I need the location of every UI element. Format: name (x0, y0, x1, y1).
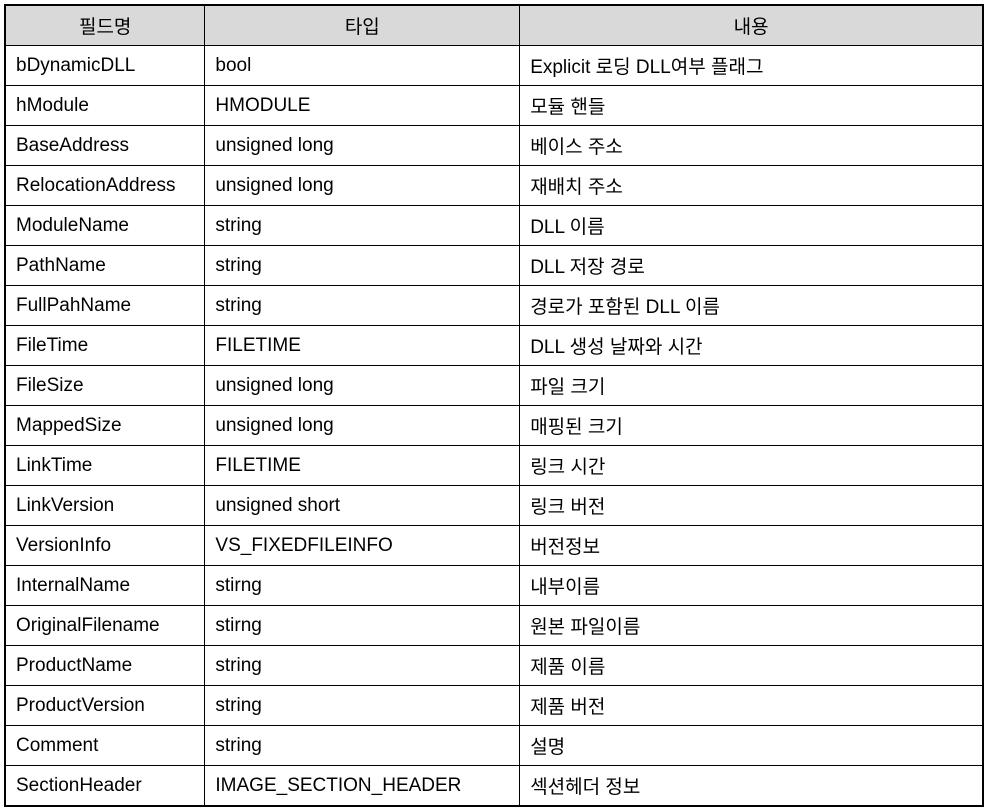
cell-field: FileSize (5, 366, 205, 406)
cell-field: FileTime (5, 326, 205, 366)
cell-field: VersionInfo (5, 526, 205, 566)
cell-desc: DLL 생성 날짜와 시간 (520, 326, 983, 366)
cell-field: InternalName (5, 566, 205, 606)
table-row: LinkTime FILETIME 링크 시간 (5, 446, 983, 486)
cell-desc: 제품 이름 (520, 646, 983, 686)
cell-type: IMAGE_SECTION_HEADER (205, 766, 520, 807)
cell-type: string (205, 726, 520, 766)
cell-desc: 매핑된 크기 (520, 406, 983, 446)
table-row: BaseAddress unsigned long 베이스 주소 (5, 126, 983, 166)
cell-desc: 파일 크기 (520, 366, 983, 406)
field-spec-table: 필드명 타입 내용 bDynamicDLL bool Explicit 로딩 D… (4, 4, 984, 807)
table-row: OriginalFilename stirng 원본 파일이름 (5, 606, 983, 646)
cell-desc: 모듈 핸들 (520, 86, 983, 126)
table-row: ProductVersion string 제품 버전 (5, 686, 983, 726)
cell-desc: Explicit 로딩 DLL여부 플래그 (520, 46, 983, 86)
table-row: FileTime FILETIME DLL 생성 날짜와 시간 (5, 326, 983, 366)
table-row: VersionInfo VS_FIXEDFILEINFO 버전정보 (5, 526, 983, 566)
table-row: bDynamicDLL bool Explicit 로딩 DLL여부 플래그 (5, 46, 983, 86)
table-row: ProductName string 제품 이름 (5, 646, 983, 686)
cell-desc: 베이스 주소 (520, 126, 983, 166)
cell-field: PathName (5, 246, 205, 286)
cell-type: string (205, 686, 520, 726)
cell-type: string (205, 206, 520, 246)
column-header-type: 타입 (205, 5, 520, 46)
cell-type: VS_FIXEDFILEINFO (205, 526, 520, 566)
cell-desc: DLL 저장 경로 (520, 246, 983, 286)
cell-desc: 제품 버전 (520, 686, 983, 726)
cell-field: LinkTime (5, 446, 205, 486)
cell-type: FILETIME (205, 446, 520, 486)
cell-field: SectionHeader (5, 766, 205, 807)
cell-type: HMODULE (205, 86, 520, 126)
cell-type: unsigned long (205, 406, 520, 446)
cell-type: bool (205, 46, 520, 86)
table-row: Comment string 설명 (5, 726, 983, 766)
cell-desc: 원본 파일이름 (520, 606, 983, 646)
cell-field: LinkVersion (5, 486, 205, 526)
cell-field: ProductName (5, 646, 205, 686)
table-row: FullPahName string 경로가 포함된 DLL 이름 (5, 286, 983, 326)
cell-field: OriginalFilename (5, 606, 205, 646)
table-row: hModule HMODULE 모듈 핸들 (5, 86, 983, 126)
cell-desc: 재배치 주소 (520, 166, 983, 206)
cell-desc: 경로가 포함된 DLL 이름 (520, 286, 983, 326)
cell-desc: 링크 버전 (520, 486, 983, 526)
table-row: FileSize unsigned long 파일 크기 (5, 366, 983, 406)
cell-desc: DLL 이름 (520, 206, 983, 246)
table-row: InternalName stirng 내부이름 (5, 566, 983, 606)
table-row: SectionHeader IMAGE_SECTION_HEADER 섹션헤더 … (5, 766, 983, 807)
table-row: PathName string DLL 저장 경로 (5, 246, 983, 286)
cell-type: stirng (205, 566, 520, 606)
cell-desc: 섹션헤더 정보 (520, 766, 983, 807)
cell-field: Comment (5, 726, 205, 766)
cell-field: FullPahName (5, 286, 205, 326)
table-row: ModuleName string DLL 이름 (5, 206, 983, 246)
cell-field: bDynamicDLL (5, 46, 205, 86)
cell-field: RelocationAddress (5, 166, 205, 206)
cell-field: ProductVersion (5, 686, 205, 726)
cell-field: hModule (5, 86, 205, 126)
table-row: LinkVersion unsigned short 링크 버전 (5, 486, 983, 526)
cell-type: unsigned long (205, 126, 520, 166)
cell-type: stirng (205, 606, 520, 646)
cell-field: MappedSize (5, 406, 205, 446)
cell-desc: 내부이름 (520, 566, 983, 606)
cell-field: BaseAddress (5, 126, 205, 166)
table-row: MappedSize unsigned long 매핑된 크기 (5, 406, 983, 446)
cell-desc: 링크 시간 (520, 446, 983, 486)
column-header-field: 필드명 (5, 5, 205, 46)
cell-type: unsigned short (205, 486, 520, 526)
column-header-desc: 내용 (520, 5, 983, 46)
cell-type: unsigned long (205, 366, 520, 406)
cell-type: unsigned long (205, 166, 520, 206)
cell-desc: 버전정보 (520, 526, 983, 566)
cell-field: ModuleName (5, 206, 205, 246)
cell-type: string (205, 646, 520, 686)
cell-desc: 설명 (520, 726, 983, 766)
cell-type: FILETIME (205, 326, 520, 366)
table-header-row: 필드명 타입 내용 (5, 5, 983, 46)
cell-type: string (205, 286, 520, 326)
table-row: RelocationAddress unsigned long 재배치 주소 (5, 166, 983, 206)
cell-type: string (205, 246, 520, 286)
